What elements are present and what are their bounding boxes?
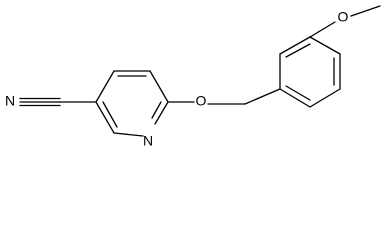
bond bbox=[350, 5, 381, 17]
bond bbox=[95, 101, 115, 134]
bond bbox=[149, 70, 169, 103]
bond bbox=[154, 101, 169, 125]
atom-label: N bbox=[5, 93, 15, 109]
bonds bbox=[19, 5, 381, 137]
bond bbox=[309, 36, 341, 55]
atom-label: O bbox=[196, 93, 207, 109]
bond bbox=[309, 21, 336, 38]
bond bbox=[151, 101, 162, 119]
structure-diagram: N N O O bbox=[5, 5, 381, 149]
bond bbox=[113, 132, 144, 137]
bond bbox=[285, 43, 311, 58]
atom-label: O bbox=[338, 9, 349, 25]
bond bbox=[279, 88, 311, 108]
bond bbox=[95, 70, 115, 103]
bond bbox=[279, 36, 311, 55]
atom-label: N bbox=[143, 133, 153, 149]
bond bbox=[244, 88, 281, 105]
bond bbox=[102, 101, 118, 128]
bond bbox=[285, 85, 311, 101]
bond bbox=[309, 88, 341, 108]
